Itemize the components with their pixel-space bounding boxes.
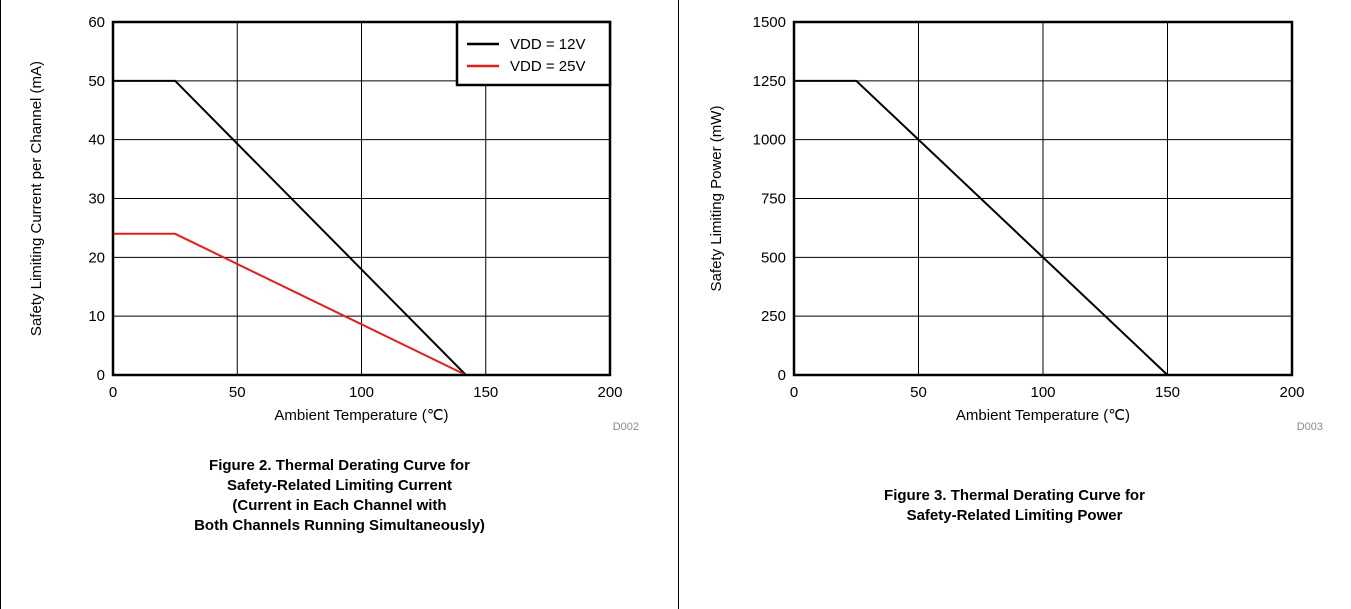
y-axis-label: Safety Limiting Power (mW) <box>708 106 725 292</box>
figure-3-chart: 0 50 100 150 200 0 250 500 750 1000 1250 1500 Ambien… <box>708 14 1323 433</box>
figure-code: D003 <box>1297 421 1323 433</box>
figure-code: D002 <box>613 421 639 433</box>
y-tick-label: 1000 <box>753 132 786 149</box>
x-tick-label: 200 <box>597 384 622 401</box>
y-tick-label: 10 <box>88 308 105 325</box>
y-tick-label: 50 <box>88 73 105 90</box>
caption-line: Safety-Related Limiting Current <box>226 477 453 494</box>
caption-line: Safety-Related Limiting Power <box>906 507 1123 524</box>
x-tick-label: 50 <box>229 384 246 401</box>
y-tick-label: 40 <box>88 132 105 149</box>
x-tick-label: 0 <box>790 384 798 401</box>
x-axis-label: Ambient Temperature (℃) <box>956 407 1130 424</box>
x-tick-label: 100 <box>349 384 374 401</box>
caption-line: (Current in Each Channel with <box>232 497 447 514</box>
figure-3-panel: 0 50 100 150 200 0 250 500 750 1000 1250 1500 Ambien… <box>678 0 1351 609</box>
x-tick-label: 150 <box>1155 384 1180 401</box>
y-tick-label: 60 <box>88 14 105 31</box>
x-tick-label: 150 <box>473 384 498 401</box>
y-tick-label: 750 <box>761 191 786 208</box>
y-tick-label: 0 <box>778 367 786 384</box>
x-tick-label: 50 <box>910 384 927 401</box>
x-axis-label: Ambient Temperature (℃) <box>274 407 448 424</box>
series-line <box>113 232 467 376</box>
legend-label: VDD = 12V <box>510 36 585 53</box>
y-tick-label: 500 <box>761 249 786 266</box>
y-tick-label: 20 <box>88 249 105 266</box>
legend-label: VDD = 25V <box>510 58 585 75</box>
plot-frame <box>792 20 1294 377</box>
legend-box <box>455 20 612 87</box>
series-line <box>794 79 1169 376</box>
figure-3-caption: Figure 3. Thermal Derating Curve for Saf… <box>678 486 1351 526</box>
plot-frame <box>111 20 612 377</box>
caption-line: Figure 2. Thermal Derating Curve for <box>209 457 470 474</box>
y-tick-label: 250 <box>761 308 786 325</box>
y-tick-label: 0 <box>97 367 105 384</box>
caption-line: Figure 3. Thermal Derating Curve for <box>884 487 1145 504</box>
figure-2-caption: Figure 2. Thermal Derating Curve for Saf… <box>1 456 678 536</box>
x-tick-label: 200 <box>1279 384 1304 401</box>
x-tick-label: 100 <box>1030 384 1055 401</box>
y-tick-label: 1500 <box>753 14 786 31</box>
y-axis-label: Safety Limiting Current per Channel (mA) <box>28 61 45 336</box>
caption-line: Both Channels Running Simultaneously) <box>194 517 485 534</box>
x-tick-label: 0 <box>109 384 117 401</box>
y-tick-label: 1250 <box>753 73 786 90</box>
y-tick-label: 30 <box>88 191 105 208</box>
series-line <box>113 79 467 376</box>
figure-2-panel: 0 50 100 150 200 0 10 20 30 40 50 60 Ambient Tempera… <box>0 0 679 609</box>
figure-2-chart: 0 50 100 150 200 0 10 20 30 40 50 60 Ambient Tempera… <box>28 14 639 433</box>
